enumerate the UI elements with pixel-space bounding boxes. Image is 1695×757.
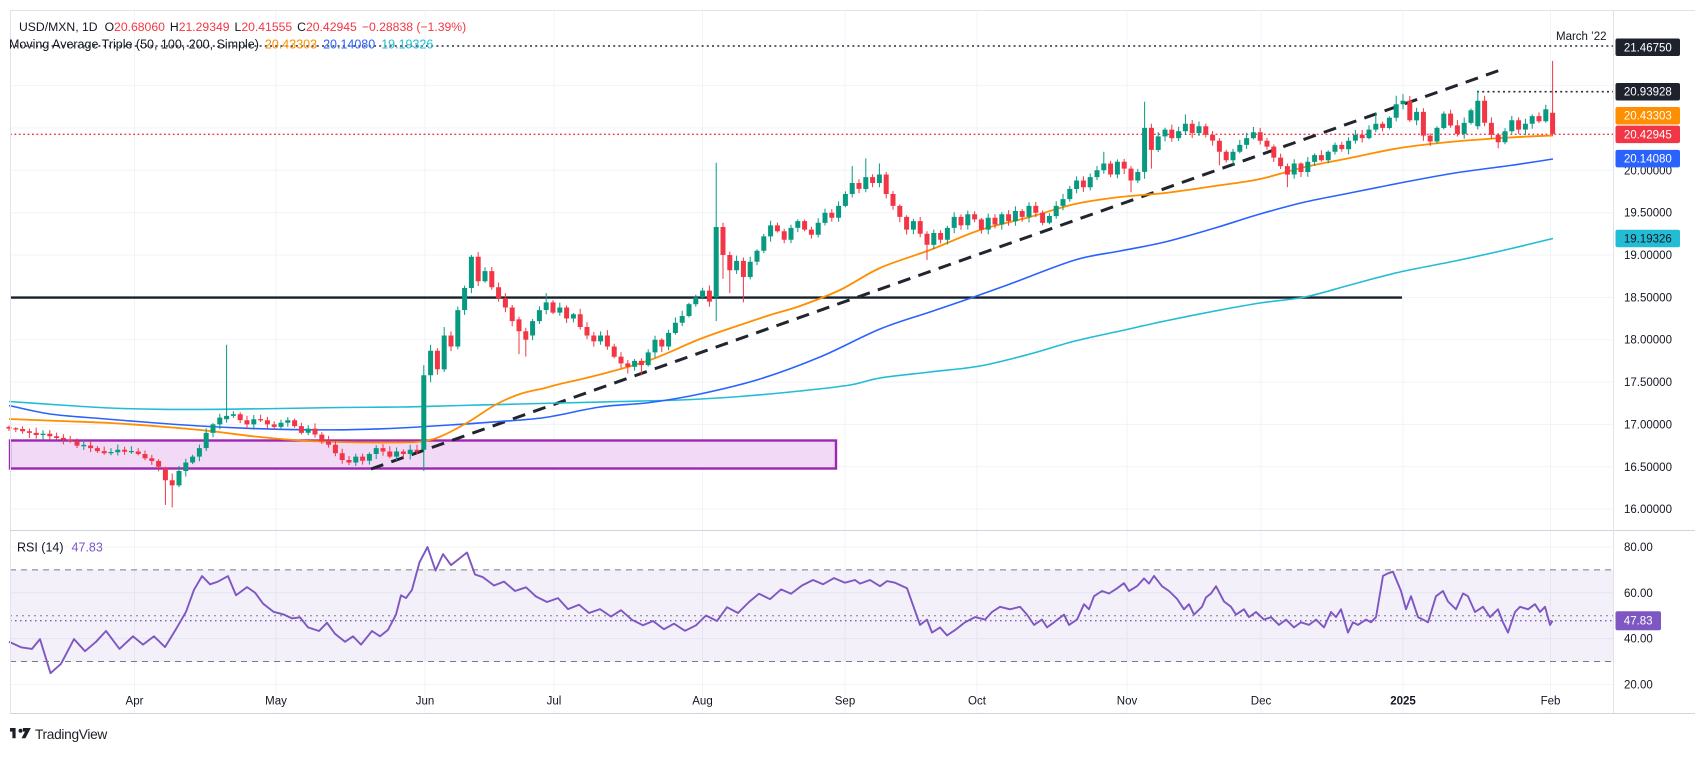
svg-text:16.50000: 16.50000: [1624, 462, 1672, 474]
svg-text:Aug: Aug: [692, 696, 712, 708]
svg-text:21.46750: 21.46750: [1624, 42, 1672, 54]
svg-text:19.50000: 19.50000: [1624, 208, 1672, 220]
svg-text:20.00000: 20.00000: [1624, 165, 1672, 177]
svg-text:Jun: Jun: [416, 696, 435, 708]
svg-text:80.00: 80.00: [1624, 542, 1653, 554]
svg-text:40.00: 40.00: [1624, 634, 1653, 646]
svg-text:Feb: Feb: [1541, 696, 1561, 708]
svg-text:19.00000: 19.00000: [1624, 250, 1672, 262]
svg-text:TradingView: TradingView: [35, 727, 107, 742]
svg-text:17.50000: 17.50000: [1624, 377, 1672, 389]
svg-text:Moving Average Triple (50, 100: Moving Average Triple (50, 100, 200, Sim…: [9, 38, 433, 52]
svg-text:Apr: Apr: [126, 696, 144, 708]
svg-text:May: May: [265, 696, 287, 708]
svg-text:20.42945: 20.42945: [1624, 129, 1672, 141]
svg-text:2025: 2025: [1390, 696, 1416, 708]
svg-text:20.14080: 20.14080: [1624, 154, 1672, 166]
svg-text:60.00: 60.00: [1624, 588, 1653, 600]
svg-text:RSI (14)47.83: RSI (14) 47.83: [17, 541, 103, 555]
svg-text:Oct: Oct: [968, 696, 987, 708]
svg-text:20.93928: 20.93928: [1624, 87, 1672, 99]
svg-text:18.50000: 18.50000: [1624, 292, 1672, 304]
svg-text:17.00000: 17.00000: [1624, 419, 1672, 431]
svg-text:18.00000: 18.00000: [1624, 335, 1672, 347]
svg-text:Nov: Nov: [1117, 696, 1138, 708]
svg-text:47.83: 47.83: [1624, 616, 1653, 628]
svg-text:19.19326: 19.19326: [1624, 234, 1672, 246]
svg-text:20.00: 20.00: [1624, 679, 1653, 691]
svg-text:16.00000: 16.00000: [1624, 504, 1672, 516]
svg-text:Jul: Jul: [547, 696, 562, 708]
svg-text:Dec: Dec: [1251, 696, 1272, 708]
svg-text:Sep: Sep: [835, 696, 855, 708]
svg-text:20.43303: 20.43303: [1624, 111, 1672, 123]
svg-text:March ’22: March ’22: [1556, 31, 1607, 43]
